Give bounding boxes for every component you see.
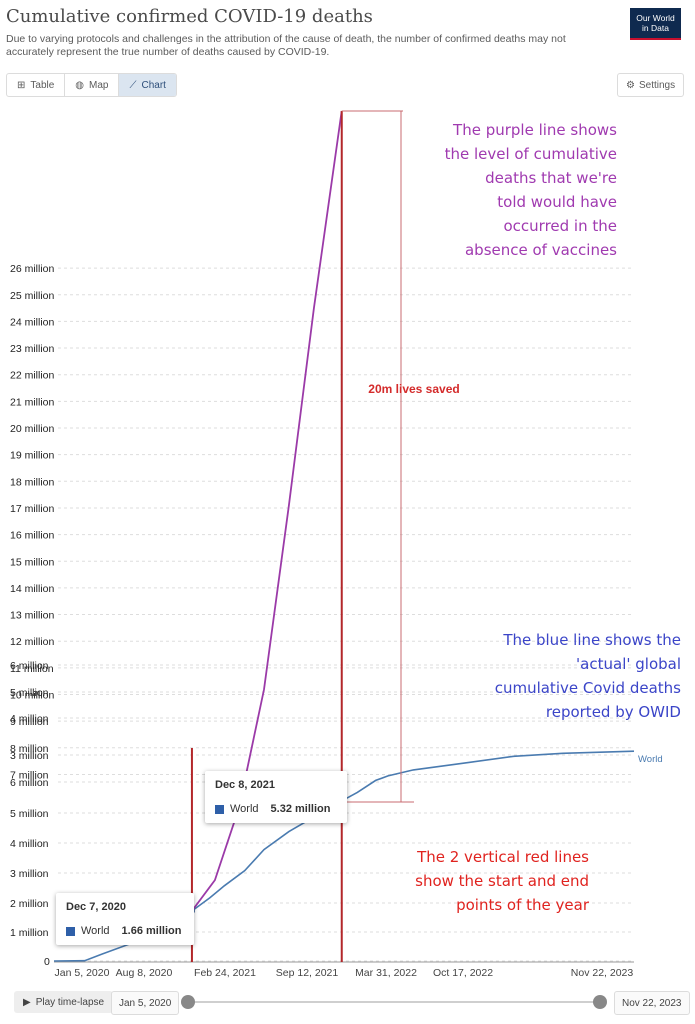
y-tick-label: 15 million xyxy=(10,556,55,568)
tooltip-value: 5.32 million xyxy=(270,803,331,815)
red-annotation-line: show the start and end xyxy=(415,872,589,890)
purple-annotation: The purple line shows the level of cumula… xyxy=(445,118,617,262)
chart-title: Cumulative confirmed COVID-19 deaths xyxy=(6,6,373,27)
tab-map-label: Map xyxy=(89,79,109,91)
y-tick-label: 1 million xyxy=(10,927,49,939)
blue-annotation: The blue line shows the 'actual' global cu… xyxy=(495,628,681,724)
table-icon: ⊞ xyxy=(17,79,26,91)
series-swatch xyxy=(215,804,224,814)
purple-annotation-line: the level of cumulative xyxy=(444,145,617,163)
timeline-start-date[interactable]: Jan 5, 2020 xyxy=(111,991,180,1015)
x-tick-label: Aug 8, 2020 xyxy=(116,967,173,979)
tab-chart[interactable]: ⟋ Chart xyxy=(119,74,176,96)
purple-annotation-line: told would have xyxy=(497,193,617,211)
y-tick-label: 20 million xyxy=(10,423,55,435)
y-tick-label: 0 xyxy=(44,956,50,968)
blue-annotation-line: reported by OWID xyxy=(545,703,681,721)
series-swatch xyxy=(66,926,75,936)
y-tick-label: 3 million xyxy=(10,868,49,880)
y-tick-label: 21 million xyxy=(10,396,55,408)
tab-table[interactable]: ⊞ Table xyxy=(7,74,66,96)
y-tick-label: 9 million xyxy=(10,716,49,728)
y-tick-label: 13 million xyxy=(10,610,55,622)
y-tick-label: 19 million xyxy=(10,450,55,462)
globe-icon: ◍ xyxy=(75,79,85,91)
timeline-end-handle[interactable] xyxy=(593,995,607,1009)
y-tick-label: 14 million xyxy=(10,583,55,595)
purple-annotation-line: occurred in the xyxy=(503,217,618,235)
x-tick-label: Jan 5, 2020 xyxy=(55,967,110,979)
view-tabs: ⊞ Table ◍ Map ⟋ Chart xyxy=(6,73,177,97)
y-tick-label: 4 million xyxy=(10,838,49,850)
red-annotation-line: points of the year xyxy=(456,896,589,914)
x-tick-label: Sep 12, 2021 xyxy=(276,967,339,979)
tab-chart-label: Chart xyxy=(141,79,166,91)
tab-map[interactable]: ◍ Map xyxy=(65,74,120,96)
settings-label: Settings xyxy=(638,79,676,91)
blue-annotation-line: The blue line shows the xyxy=(503,631,681,649)
tooltip-value: 1.66 million xyxy=(121,925,182,937)
logo-line-1: Our World xyxy=(636,13,675,23)
y-tick-label: 6 million xyxy=(10,777,49,789)
x-tick-label: Nov 22, 2023 xyxy=(571,967,634,979)
y-tick-label: 5 million xyxy=(10,687,49,699)
y-tick-label: 22 million xyxy=(10,370,55,382)
y-tick-label: 6 million xyxy=(10,660,49,672)
play-icon: ▶ xyxy=(23,996,31,1008)
bracket-label: 20m lives saved xyxy=(368,382,459,396)
y-tick-label: 12 million xyxy=(10,636,55,648)
play-timelapse-button[interactable]: ▶ Play time-lapse xyxy=(14,991,114,1013)
series-end-label: World xyxy=(638,754,663,765)
y-tick-label: 17 million xyxy=(10,503,55,515)
timeline-track[interactable] xyxy=(187,1001,600,1003)
timeline-start-handle[interactable] xyxy=(181,995,195,1009)
purple-annotation-line: absence of vaccines xyxy=(464,241,617,259)
y-tick-label: 10 million xyxy=(10,690,55,702)
blue-annotation-line: 'actual' global xyxy=(576,655,681,673)
tooltip-date: Dec 7, 2020 xyxy=(66,901,126,913)
y-tick-label: 8 million xyxy=(10,743,49,755)
y-tick-label: 5 million xyxy=(10,808,49,820)
owid-logo[interactable]: Our World in Data xyxy=(630,8,681,40)
y-tick-label: 3 million xyxy=(10,750,49,762)
y-tick-label: 18 million xyxy=(10,476,55,488)
x-tick-label: Mar 31, 2022 xyxy=(355,967,417,979)
y-tick-label: 2 million xyxy=(10,898,49,910)
purple-annotation-line: The purple line shows xyxy=(453,121,617,139)
timeline-bar: ▶ Play time-lapse Jan 5, 2020 Nov 22, 202… xyxy=(0,991,695,1015)
purple-annotation-line: deaths that we're xyxy=(485,169,617,187)
tooltip-series: World xyxy=(230,803,259,815)
tab-table-label: Table xyxy=(30,79,55,91)
x-tick-label: Oct 17, 2022 xyxy=(433,967,493,979)
y-tick-label: 23 million xyxy=(10,343,55,355)
y-tick-label: 24 million xyxy=(10,316,55,328)
gear-icon: ⚙ xyxy=(626,79,635,91)
settings-button[interactable]: ⚙ Settings xyxy=(617,73,685,97)
blue-annotation-line: cumulative Covid deaths xyxy=(494,679,681,697)
purple-projection-line xyxy=(191,110,343,912)
y-tick-label: 26 million xyxy=(10,263,55,275)
y-tick-label: 7 million xyxy=(10,769,49,781)
y-tick-label: 16 million xyxy=(10,530,55,542)
red-annotation: The 2 vertical red lines show the start a… xyxy=(415,845,589,917)
chart-canvas: 26 million 25 million 24 million 23 million… xyxy=(10,110,663,979)
red-annotation-line: The 2 vertical red lines xyxy=(417,848,589,866)
chart-subtitle: Due to varying protocols and challenges … xyxy=(6,33,566,58)
tooltip-series: World xyxy=(81,925,110,937)
tooltip-date: Dec 8, 2021 xyxy=(215,779,275,791)
line-chart-icon: ⟋ xyxy=(129,79,137,91)
play-label: Play time-lapse xyxy=(35,996,105,1008)
timeline-end-date[interactable]: Nov 22, 2023 xyxy=(614,991,690,1015)
logo-line-2: in Data xyxy=(642,23,669,33)
tooltip-dec-2020: Dec 7, 2020 World 1.66 million xyxy=(56,893,194,945)
x-tick-label: Feb 24, 2021 xyxy=(194,967,256,979)
y-tick-label: 4 million xyxy=(10,713,49,725)
tooltip-dec-2021: Dec 8, 2021 World 5.32 million xyxy=(205,771,347,823)
y-tick-label: 25 million xyxy=(10,290,55,302)
y-tick-label: 11 million xyxy=(10,663,54,675)
